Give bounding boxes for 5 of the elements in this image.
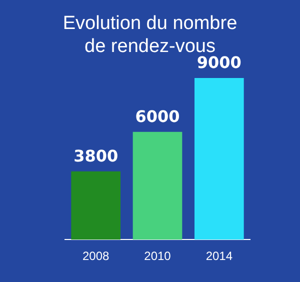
x-tick-label: 2010 [144,249,172,264]
data-label: 3800 [74,146,118,166]
x-tick-label: 2014 [206,249,233,264]
data-label: 6000 [135,107,180,126]
x-tick-label: 2008 [82,249,110,264]
